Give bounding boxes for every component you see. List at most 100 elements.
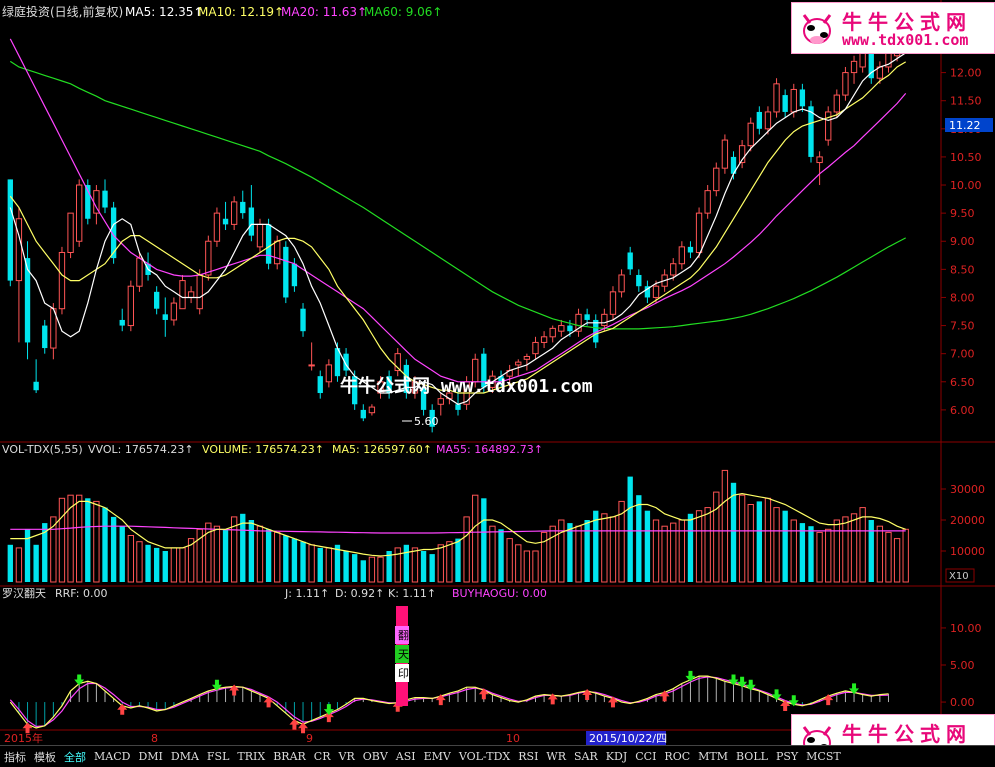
indicator-tick-label: 0.00 <box>950 696 975 709</box>
tab-dmi[interactable]: DMI <box>138 750 163 763</box>
candle-body <box>437 398 444 405</box>
candle-body <box>256 223 264 248</box>
tab-brar[interactable]: BRAR <box>273 750 306 763</box>
date-month-10: 10 <box>506 732 520 745</box>
tab-rsi[interactable]: RSI <box>518 750 539 763</box>
indicator-lines[interactable] <box>9 670 889 734</box>
candle-body <box>808 106 814 157</box>
up-arrow-icon <box>547 693 558 705</box>
candle-body <box>515 361 522 366</box>
volume-bar <box>205 522 212 583</box>
volume-bar <box>377 556 384 583</box>
volume-bar <box>808 526 814 582</box>
ma10-line <box>9 61 907 394</box>
tab-obv[interactable]: OBV <box>362 750 388 763</box>
volume-bar <box>420 551 427 582</box>
tab-fsl[interactable]: FSL <box>206 750 230 763</box>
volume-bar <box>33 544 39 582</box>
brand-url: www.tdx001.com <box>842 31 969 49</box>
candle-body <box>549 327 556 338</box>
volume-unit-box <box>945 568 975 583</box>
tab-wr[interactable]: WR <box>546 750 567 763</box>
down-arrow-icon <box>728 674 739 686</box>
candle-body <box>764 111 772 130</box>
up-arrow-icon <box>823 694 834 706</box>
brand-logo-top[interactable]: 牛牛公式网 www.tdx001.com <box>791 2 995 54</box>
volume-bar <box>58 497 66 583</box>
candle-body <box>291 263 298 287</box>
tab-psy[interactable]: PSY <box>775 750 799 763</box>
volume-bar <box>265 529 272 582</box>
candle-body <box>713 167 720 192</box>
tab-mtm[interactable]: MTM <box>698 750 729 763</box>
candle-body <box>24 258 31 343</box>
volume-bar <box>67 494 74 583</box>
tab-mcst[interactable]: MCST <box>806 750 841 763</box>
candle-body <box>15 218 23 282</box>
volume-bar <box>489 525 496 583</box>
candle-body <box>738 145 746 164</box>
volume-bar <box>764 497 772 583</box>
tab-cr[interactable]: CR <box>313 750 331 763</box>
candle-body <box>609 291 617 315</box>
down-arrow-icon <box>849 683 860 695</box>
volume-bar <box>721 469 729 583</box>
volume-bar <box>170 547 178 583</box>
candle-body <box>162 314 168 320</box>
volume-bars[interactable] <box>7 469 909 583</box>
volume-bar <box>644 510 651 582</box>
candle-body <box>790 88 797 113</box>
volume-bar <box>472 494 479 583</box>
cursor-date-box <box>586 731 666 745</box>
indicator-tick-label: 10.00 <box>950 622 982 635</box>
tab-all[interactable]: 全部 <box>64 750 86 764</box>
volume-bar <box>893 538 901 583</box>
tab-dma[interactable]: DMA <box>170 750 199 763</box>
tab-vr[interactable]: VR <box>338 750 355 763</box>
brand-name: 牛牛公式网 <box>842 722 972 746</box>
candle-body <box>644 286 651 298</box>
volume-bar <box>842 516 849 583</box>
candlestick-series[interactable] <box>7 22 909 433</box>
volume-bar <box>868 520 874 582</box>
volume-bar <box>283 535 289 582</box>
ma60-legend: MA60: 9.06↑ <box>364 5 442 19</box>
volume-legend: VOLUME: 176574.23↑ <box>202 443 324 456</box>
vvol-legend: VVOL: 176574.23↑ <box>88 443 194 456</box>
tab-sar[interactable]: SAR <box>574 750 598 763</box>
tab-indicator[interactable]: 指标 <box>4 750 26 764</box>
volume-bar <box>618 500 625 583</box>
tab-kdj[interactable]: KDJ <box>605 750 628 763</box>
tab-template[interactable]: 模板 <box>34 750 56 764</box>
candle-body <box>230 201 238 225</box>
tab-emv[interactable]: EMV <box>423 750 451 763</box>
up-arrow-icon <box>659 690 670 702</box>
price-tick-label: 8.50 <box>950 263 975 276</box>
volume-bar <box>334 544 341 582</box>
tab-macd[interactable]: MACD <box>94 750 131 763</box>
tab-asi[interactable]: ASI <box>395 750 416 763</box>
tab-boll[interactable]: BOLL <box>736 750 768 763</box>
volume-bar <box>386 551 392 582</box>
volume-bar <box>136 541 143 583</box>
volume-bar <box>240 513 246 582</box>
candle-body <box>42 325 48 349</box>
candle-body <box>179 280 186 310</box>
indicator-toolbar: 指标 模板 全部 MACD DMI DMA FSL TRIX BRAR CR V… <box>0 745 995 767</box>
volume-bar <box>730 482 737 582</box>
candle-body <box>825 111 832 141</box>
tab-roc[interactable]: ROC <box>664 750 691 763</box>
tab-cci[interactable]: CCI <box>635 750 657 763</box>
volume-bar <box>403 544 410 582</box>
volume-bar <box>876 525 884 583</box>
date-month-9: 9 <box>306 732 313 745</box>
tab-vol-tdx[interactable]: VOL-TDX <box>458 750 511 763</box>
last-price-value: 11.22 <box>949 119 981 132</box>
up-arrow-icon <box>780 700 791 712</box>
volume-bar <box>85 498 91 582</box>
fantian-char-1: 翻 <box>398 628 409 642</box>
volume-bar <box>833 519 840 583</box>
volume-bar <box>411 547 419 583</box>
tab-trix[interactable]: TRIX <box>237 750 266 763</box>
volume-bar <box>652 519 660 583</box>
